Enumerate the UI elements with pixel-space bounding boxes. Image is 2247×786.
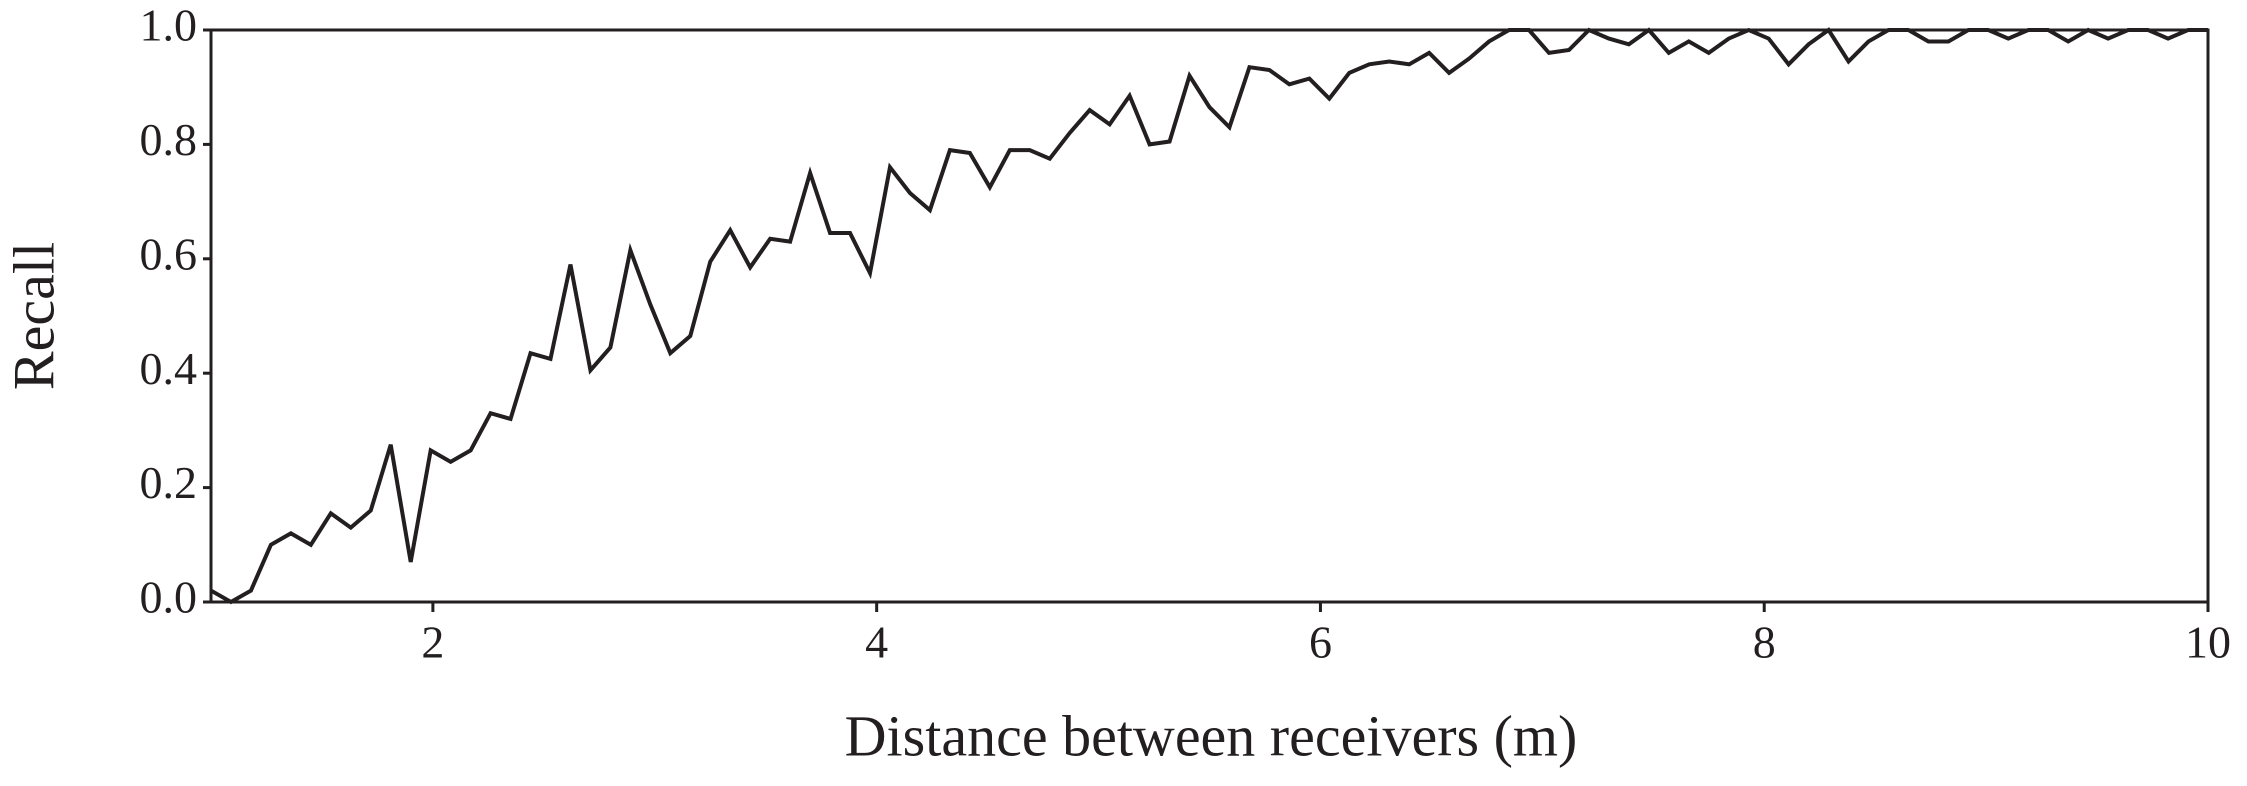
x-tick-label: 10 xyxy=(2185,617,2231,668)
y-tick-label: 1.0 xyxy=(140,0,198,51)
y-tick-label: 0.0 xyxy=(140,572,198,623)
x-tick-label: 8 xyxy=(1753,617,1776,668)
y-tick-label: 0.4 xyxy=(140,343,198,394)
y-tick-label: 0.2 xyxy=(140,457,198,508)
y-tick-label: 0.6 xyxy=(140,228,198,279)
x-tick-label: 6 xyxy=(1309,617,1332,668)
data-line xyxy=(210,27,2208,605)
x-tick-label: 2 xyxy=(421,617,444,668)
y-tick-label: 0.8 xyxy=(140,114,198,165)
x-axis-label: Distance between receivers (m) xyxy=(845,703,1578,768)
x-tick-label: 4 xyxy=(865,617,888,668)
plot-frame xyxy=(209,28,2210,604)
y-axis-label: Recall xyxy=(1,242,66,390)
